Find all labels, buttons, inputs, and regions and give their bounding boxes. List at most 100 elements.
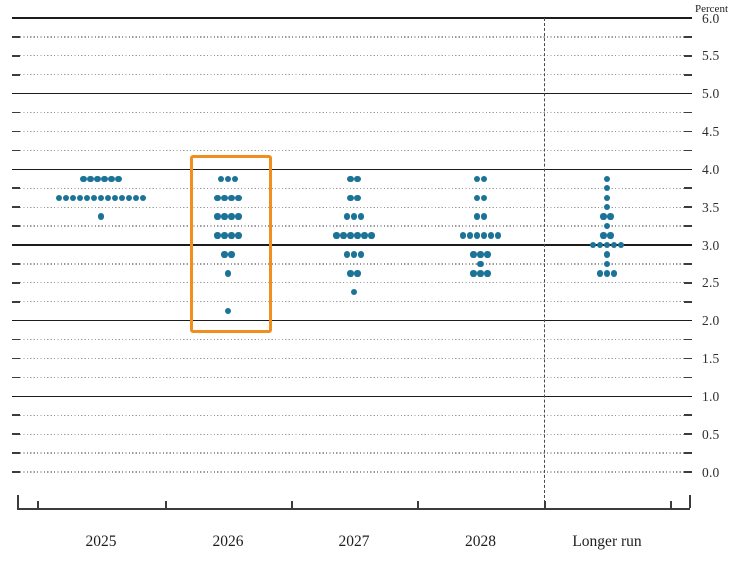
x-axis-tick — [670, 501, 672, 508]
projection-dot — [347, 175, 354, 182]
projection-dot — [357, 251, 365, 258]
gridline-end-tick — [12, 281, 20, 284]
projection-dot — [347, 232, 354, 239]
category-label: 2028 — [465, 533, 496, 550]
x-axis-tick — [291, 501, 293, 508]
y-axis-label: 0.5 — [702, 426, 720, 442]
projection-dot — [354, 194, 361, 201]
gridline-end-tick — [12, 452, 20, 454]
projection-dot — [603, 270, 611, 277]
x-axis-corner-tick — [17, 495, 19, 508]
projection-dot — [343, 213, 351, 220]
projection-dot — [228, 251, 235, 258]
gridline-dotted — [20, 55, 684, 57]
category-label: 2025 — [85, 533, 117, 550]
projection-dot — [139, 194, 147, 201]
gridline-end-tick — [684, 130, 692, 133]
projection-dot — [111, 194, 119, 201]
projection-dot — [477, 270, 484, 277]
projection-dot — [87, 175, 94, 182]
projection-dot — [62, 194, 70, 201]
gridline-dotted — [20, 130, 684, 133]
projection-dot — [603, 175, 611, 182]
gridline-end-tick — [12, 187, 20, 190]
gridline-dotted — [20, 414, 684, 416]
gridline-end-tick — [12, 225, 20, 227]
projection-dot — [603, 251, 611, 258]
highlight-box-2026 — [190, 155, 272, 333]
gridline-end-tick — [684, 149, 692, 152]
category-label: Longer run — [572, 533, 642, 550]
gridline-end-tick — [684, 338, 692, 341]
gridline-end-tick — [12, 471, 20, 473]
gridline-end-tick — [684, 225, 692, 227]
projection-dot — [347, 270, 354, 277]
y-axis-label: 0.0 — [702, 464, 720, 480]
projection-dot — [118, 194, 126, 201]
projection-dot — [97, 194, 105, 201]
projection-dot — [603, 260, 611, 268]
projection-dot — [603, 241, 611, 249]
gridline-dotted — [20, 452, 684, 454]
y-axis-label: 2.0 — [702, 313, 720, 329]
gridline-dotted — [20, 149, 684, 151]
projection-dot — [480, 175, 488, 182]
gridline-end-tick — [684, 300, 692, 303]
projection-dot — [104, 194, 112, 201]
projection-dot — [350, 251, 358, 258]
x-axis-line — [17, 508, 690, 510]
gridline-dotted — [20, 111, 684, 114]
projection-dot — [477, 260, 484, 268]
projection-dot — [214, 232, 221, 239]
gridline-dotted — [20, 263, 684, 265]
gridline-end-tick — [12, 73, 20, 76]
y-axis-unit-label: Percent — [695, 3, 728, 15]
x-axis-tick — [544, 501, 546, 508]
y-axis-label: 3.0 — [702, 237, 720, 253]
gridline-dotted — [20, 206, 684, 208]
projection-dot — [610, 241, 618, 249]
projection-dot — [607, 232, 614, 239]
projection-dot — [221, 232, 228, 239]
projection-dot — [340, 232, 347, 239]
gridline-end-tick — [684, 263, 692, 265]
gridline-dotted — [20, 225, 684, 227]
gridline-end-tick — [12, 376, 20, 379]
gridline-end-tick — [12, 433, 20, 436]
projection-dot — [90, 194, 98, 201]
projection-dot — [132, 194, 140, 201]
projection-dot — [235, 194, 242, 201]
projection-dot — [221, 251, 228, 258]
gridline-end-tick — [684, 357, 692, 360]
projection-dot — [224, 308, 232, 315]
projection-dot — [477, 251, 484, 258]
projection-dot — [69, 194, 77, 201]
gridline-end-tick — [12, 357, 20, 360]
projection-dot — [603, 222, 611, 230]
gridline-end-tick — [684, 433, 692, 436]
gridline-end-tick — [684, 111, 692, 114]
projection-dot — [473, 213, 481, 220]
gridline-dotted — [20, 36, 684, 38]
gridline-solid — [12, 244, 692, 246]
gridline-solid — [12, 395, 692, 398]
gridline-end-tick — [12, 54, 20, 57]
projection-dot — [125, 194, 133, 201]
gridline-dotted — [20, 433, 684, 435]
longer-run-separator-line — [544, 18, 545, 508]
gridline-end-tick — [12, 338, 20, 341]
projection-dot — [480, 213, 488, 220]
projection-dot — [480, 194, 488, 201]
projection-dot — [235, 213, 242, 220]
projection-dot — [470, 251, 477, 258]
projection-dot — [368, 232, 375, 239]
projection-dot — [228, 232, 235, 239]
projection-dot — [480, 232, 488, 239]
x-axis-tick — [417, 501, 419, 508]
gridline-end-tick — [12, 149, 20, 152]
y-axis-label: 1.0 — [702, 388, 720, 404]
gridline-end-tick — [12, 414, 20, 417]
y-axis-label: 5.5 — [702, 48, 720, 64]
projection-dot — [55, 194, 63, 201]
